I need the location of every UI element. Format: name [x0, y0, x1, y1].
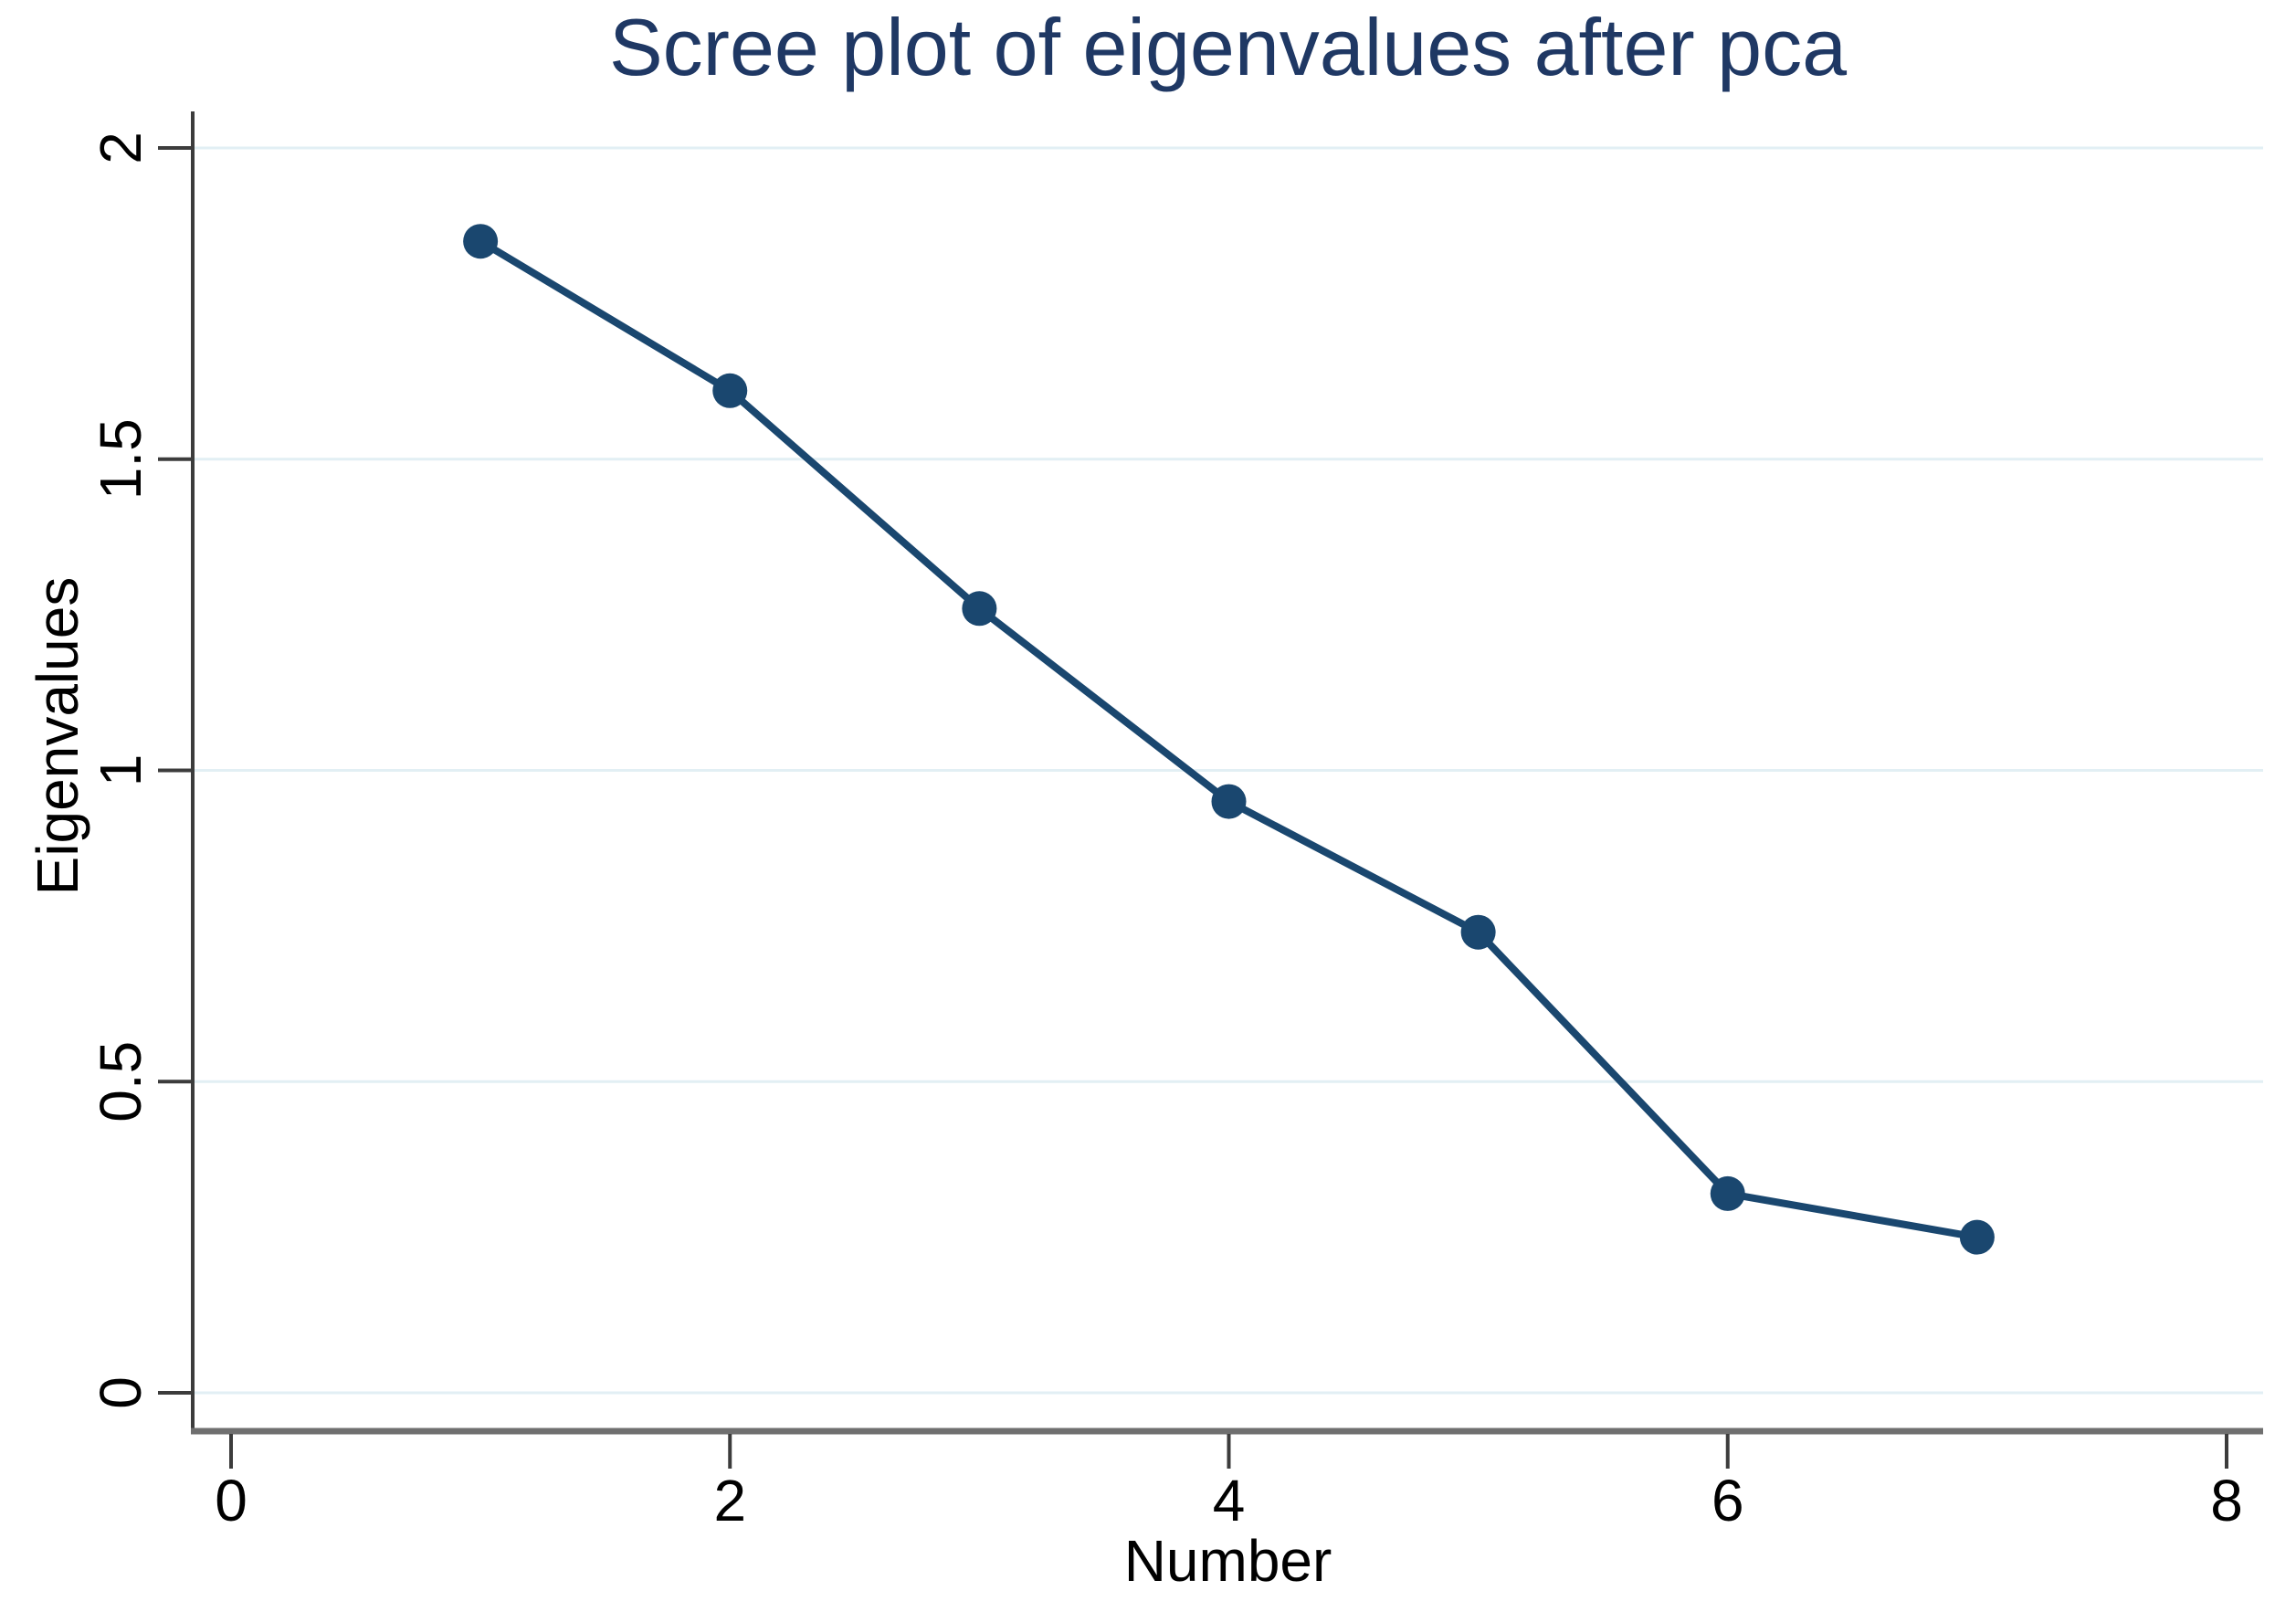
x-axis-title: Number [1123, 1528, 1332, 1594]
y-tick-label: 0 [88, 1376, 153, 1409]
data-point-marker [1211, 784, 1247, 819]
x-tick-label: 6 [1711, 1468, 1744, 1533]
tick-marks [158, 146, 2228, 1469]
data-point-marker [1959, 1219, 1995, 1255]
data-series [463, 224, 1995, 1255]
y-tick-label: 2 [88, 132, 153, 164]
data-point-marker [1460, 914, 1496, 950]
series-line [477, 237, 1981, 1241]
y-tick-label: 1.5 [88, 418, 153, 500]
data-point-marker [463, 224, 499, 259]
y-tick-label: 1 [88, 754, 153, 787]
x-tick-label: 2 [713, 1468, 746, 1533]
x-tick-label: 4 [1213, 1468, 1246, 1533]
tick-labels: 0 0.5 1 1.5 2 0 2 4 6 8 [88, 132, 2243, 1533]
axes [191, 111, 2263, 1435]
data-point-marker [962, 591, 997, 627]
x-tick-label: 0 [215, 1468, 248, 1533]
data-point-marker [1710, 1175, 1745, 1211]
chart-title: Scree plot of eigenvalues after pca [608, 2, 1848, 92]
gridlines [193, 146, 2263, 1395]
y-tick-label: 0.5 [88, 1041, 153, 1122]
data-point-marker [712, 373, 748, 408]
x-tick-label: 8 [2210, 1468, 2243, 1533]
